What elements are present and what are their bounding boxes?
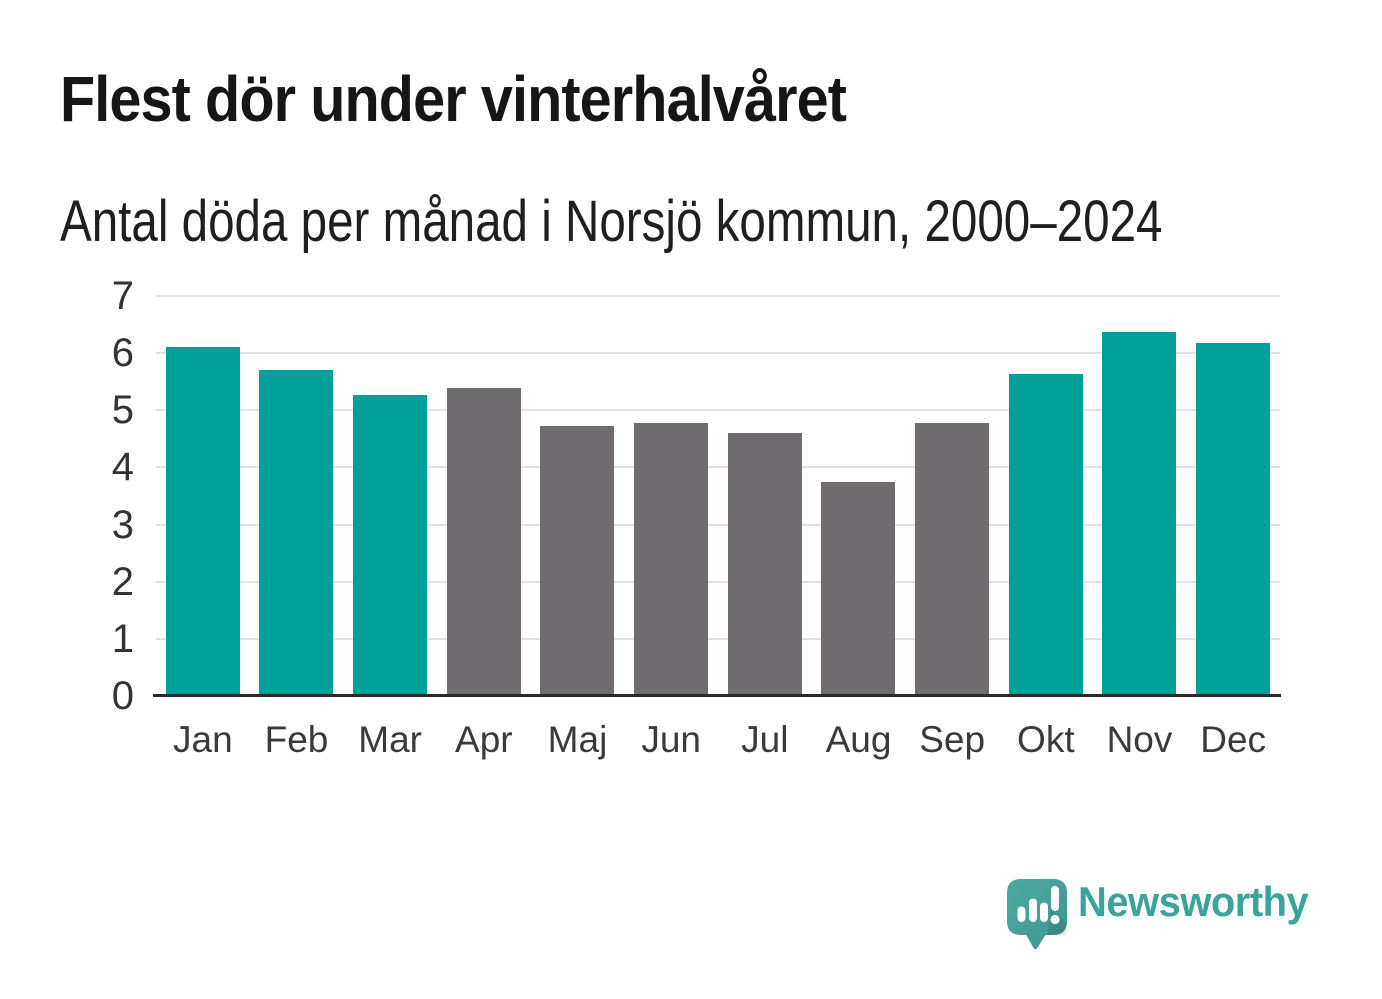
bar-okt (1008, 373, 1083, 696)
x-axis-label-sep: Sep (919, 719, 986, 760)
page-title: Flest dör under vinterhalvåret (60, 63, 847, 135)
category-band-nov: Nov (1093, 296, 1187, 760)
category-band-sep: Sep (905, 296, 999, 760)
category-band-jan: Jan (156, 296, 250, 760)
x-axis-label-aug: Aug (825, 719, 892, 760)
category-band-feb: Feb (250, 296, 344, 760)
bar-aug (821, 481, 896, 696)
x-axis-label-jan: Jan (173, 719, 233, 760)
category-band-mar: Mar (343, 296, 437, 760)
y-axis-tick-2: 2 (111, 559, 134, 604)
gridline-1 (156, 637, 1280, 640)
bar-maj (540, 425, 615, 696)
gridline-7 (156, 295, 1280, 297)
bar-dec (1196, 343, 1271, 696)
x-axis-label-okt: Okt (1017, 719, 1075, 760)
gridline-3 (156, 523, 1280, 526)
category-band-jun: Jun (624, 296, 718, 760)
x-axis-label-maj: Maj (547, 719, 608, 760)
chart-subtitle: Antal döda per månad i Norsjö kommun, 20… (60, 189, 1163, 254)
x-axis-label-jun: Jun (641, 719, 701, 760)
x-axis-label-dec: Dec (1200, 719, 1267, 760)
bar-jan (165, 347, 240, 696)
gridline-5 (156, 409, 1280, 412)
bar-feb (259, 370, 334, 696)
gridline-6 (156, 352, 1280, 355)
y-axis-tick-5: 5 (111, 388, 134, 433)
newsworthy-speech-bubble-chart-icon (1007, 879, 1067, 950)
category-band-apr: Apr (437, 296, 531, 760)
bar-mar (353, 394, 428, 696)
bar-sep (915, 422, 990, 696)
y-axis-tick-1: 1 (111, 616, 134, 661)
x-axis-label-apr: Apr (455, 719, 513, 760)
newsworthy-logo: Newsworthy (1007, 879, 1337, 959)
bar-jun (634, 422, 709, 696)
y-axis-tick-7: 7 (111, 274, 134, 318)
category-band-aug: Aug (812, 296, 906, 760)
y-axis-tick-4: 4 (111, 445, 134, 490)
bar-chart-plot-area: Jan Feb Mar Apr Maj Jun Jul Aug Sep Okt Nov Dec (156, 295, 1280, 760)
bar-nov (1102, 332, 1177, 696)
y-axis-tick-3: 3 (111, 502, 134, 547)
bar-apr (446, 388, 521, 696)
x-axis-label-jul: Jul (741, 719, 789, 760)
y-axis-tick-6: 6 (111, 331, 134, 376)
category-band-okt: Okt (999, 296, 1093, 760)
x-axis-line (153, 694, 1281, 697)
category-band-maj: Maj (531, 296, 625, 760)
newsworthy-wordmark: Newsworthy (1078, 878, 1309, 925)
bar-jul (727, 433, 802, 696)
y-axis-tick-0: 0 (111, 674, 134, 718)
x-axis-label-nov: Nov (1106, 719, 1173, 760)
gridline-4 (156, 466, 1280, 469)
gridline-2 (156, 580, 1280, 583)
category-band-dec: Dec (1186, 296, 1280, 760)
category-band-jul: Jul (718, 296, 812, 760)
x-axis-label-mar: Mar (358, 719, 423, 760)
y-axis-tick-labels: 0 1 2 3 4 5 6 7 (36, 274, 134, 718)
x-axis-label-feb: Feb (264, 719, 329, 760)
